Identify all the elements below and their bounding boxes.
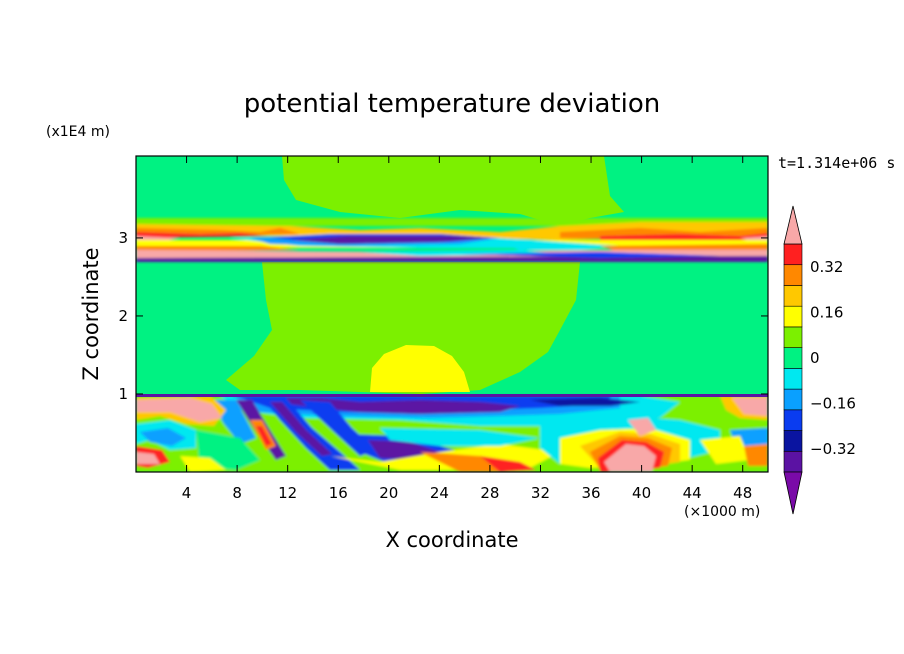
y-tick-label: 3 bbox=[118, 229, 128, 247]
colorbar-label: −0.16 bbox=[810, 395, 856, 413]
colorbar-max-triangle bbox=[783, 205, 803, 245]
x-tick-label: 48 bbox=[733, 484, 752, 502]
y-tick-label: 1 bbox=[118, 385, 128, 403]
colorbar-bin bbox=[783, 388, 803, 411]
x-tick-label: 20 bbox=[379, 484, 398, 502]
colorbar-label: −0.32 bbox=[810, 440, 856, 458]
x-tick-label: 4 bbox=[182, 484, 192, 502]
x-tick-label: 32 bbox=[531, 484, 550, 502]
y-axis-ticks: 1 2 3 bbox=[118, 229, 768, 403]
field-mid-neutral-plume bbox=[226, 262, 580, 394]
time-stamp: t=1.314e+06 s bbox=[778, 154, 895, 172]
y-tick-label: 2 bbox=[118, 307, 128, 325]
colorbar-bin bbox=[783, 450, 803, 473]
colorbar: 0.32 0.16 0 −0.16 −0.32 bbox=[783, 205, 856, 515]
x-tick-label: 8 bbox=[232, 484, 242, 502]
y-axis-label: Z coordinate bbox=[79, 247, 103, 380]
x-tick-label: 28 bbox=[480, 484, 499, 502]
colorbar-label: 0.32 bbox=[810, 258, 843, 276]
colorbar-bin bbox=[783, 305, 803, 328]
colorbar-bin bbox=[783, 347, 803, 369]
x-tick-label: 36 bbox=[581, 484, 600, 502]
field-warm-bubble bbox=[370, 345, 470, 392]
colorbar-bin bbox=[783, 285, 803, 307]
colorbar-bin bbox=[783, 409, 803, 431]
x-tick-label: 12 bbox=[278, 484, 297, 502]
x-tick-label: 44 bbox=[683, 484, 702, 502]
colorbar-label: 0.16 bbox=[810, 303, 843, 321]
field-upper-neutral-plume bbox=[282, 156, 624, 226]
colorbar-bin bbox=[783, 430, 803, 452]
x-tick-label: 24 bbox=[430, 484, 449, 502]
plot-frame bbox=[135, 155, 769, 473]
colorbar-bin bbox=[783, 326, 803, 348]
colorbar-bin bbox=[783, 243, 803, 266]
x-tick-label: 16 bbox=[329, 484, 348, 502]
x-axis-label: X coordinate bbox=[385, 528, 518, 552]
x-axis-ticks: 4 8 12 16 20 24 28 32 36 40 44 48 bbox=[182, 156, 752, 502]
x-axis-unit: (×1000 m) bbox=[684, 504, 760, 520]
field-inversion-band bbox=[136, 218, 768, 262]
contour-field bbox=[136, 156, 768, 472]
x-tick-label: 40 bbox=[632, 484, 651, 502]
colorbar-bin bbox=[783, 264, 803, 286]
colorbar-label: 0 bbox=[810, 349, 820, 367]
colorbar-bin bbox=[783, 368, 803, 390]
field-boundary-layer bbox=[136, 396, 768, 472]
colorbar-min-triangle bbox=[783, 471, 803, 515]
y-axis-unit: (x1E4 m) bbox=[46, 124, 110, 140]
field-bl-top bbox=[136, 394, 768, 397]
chart-title: potential temperature deviation bbox=[244, 89, 660, 119]
